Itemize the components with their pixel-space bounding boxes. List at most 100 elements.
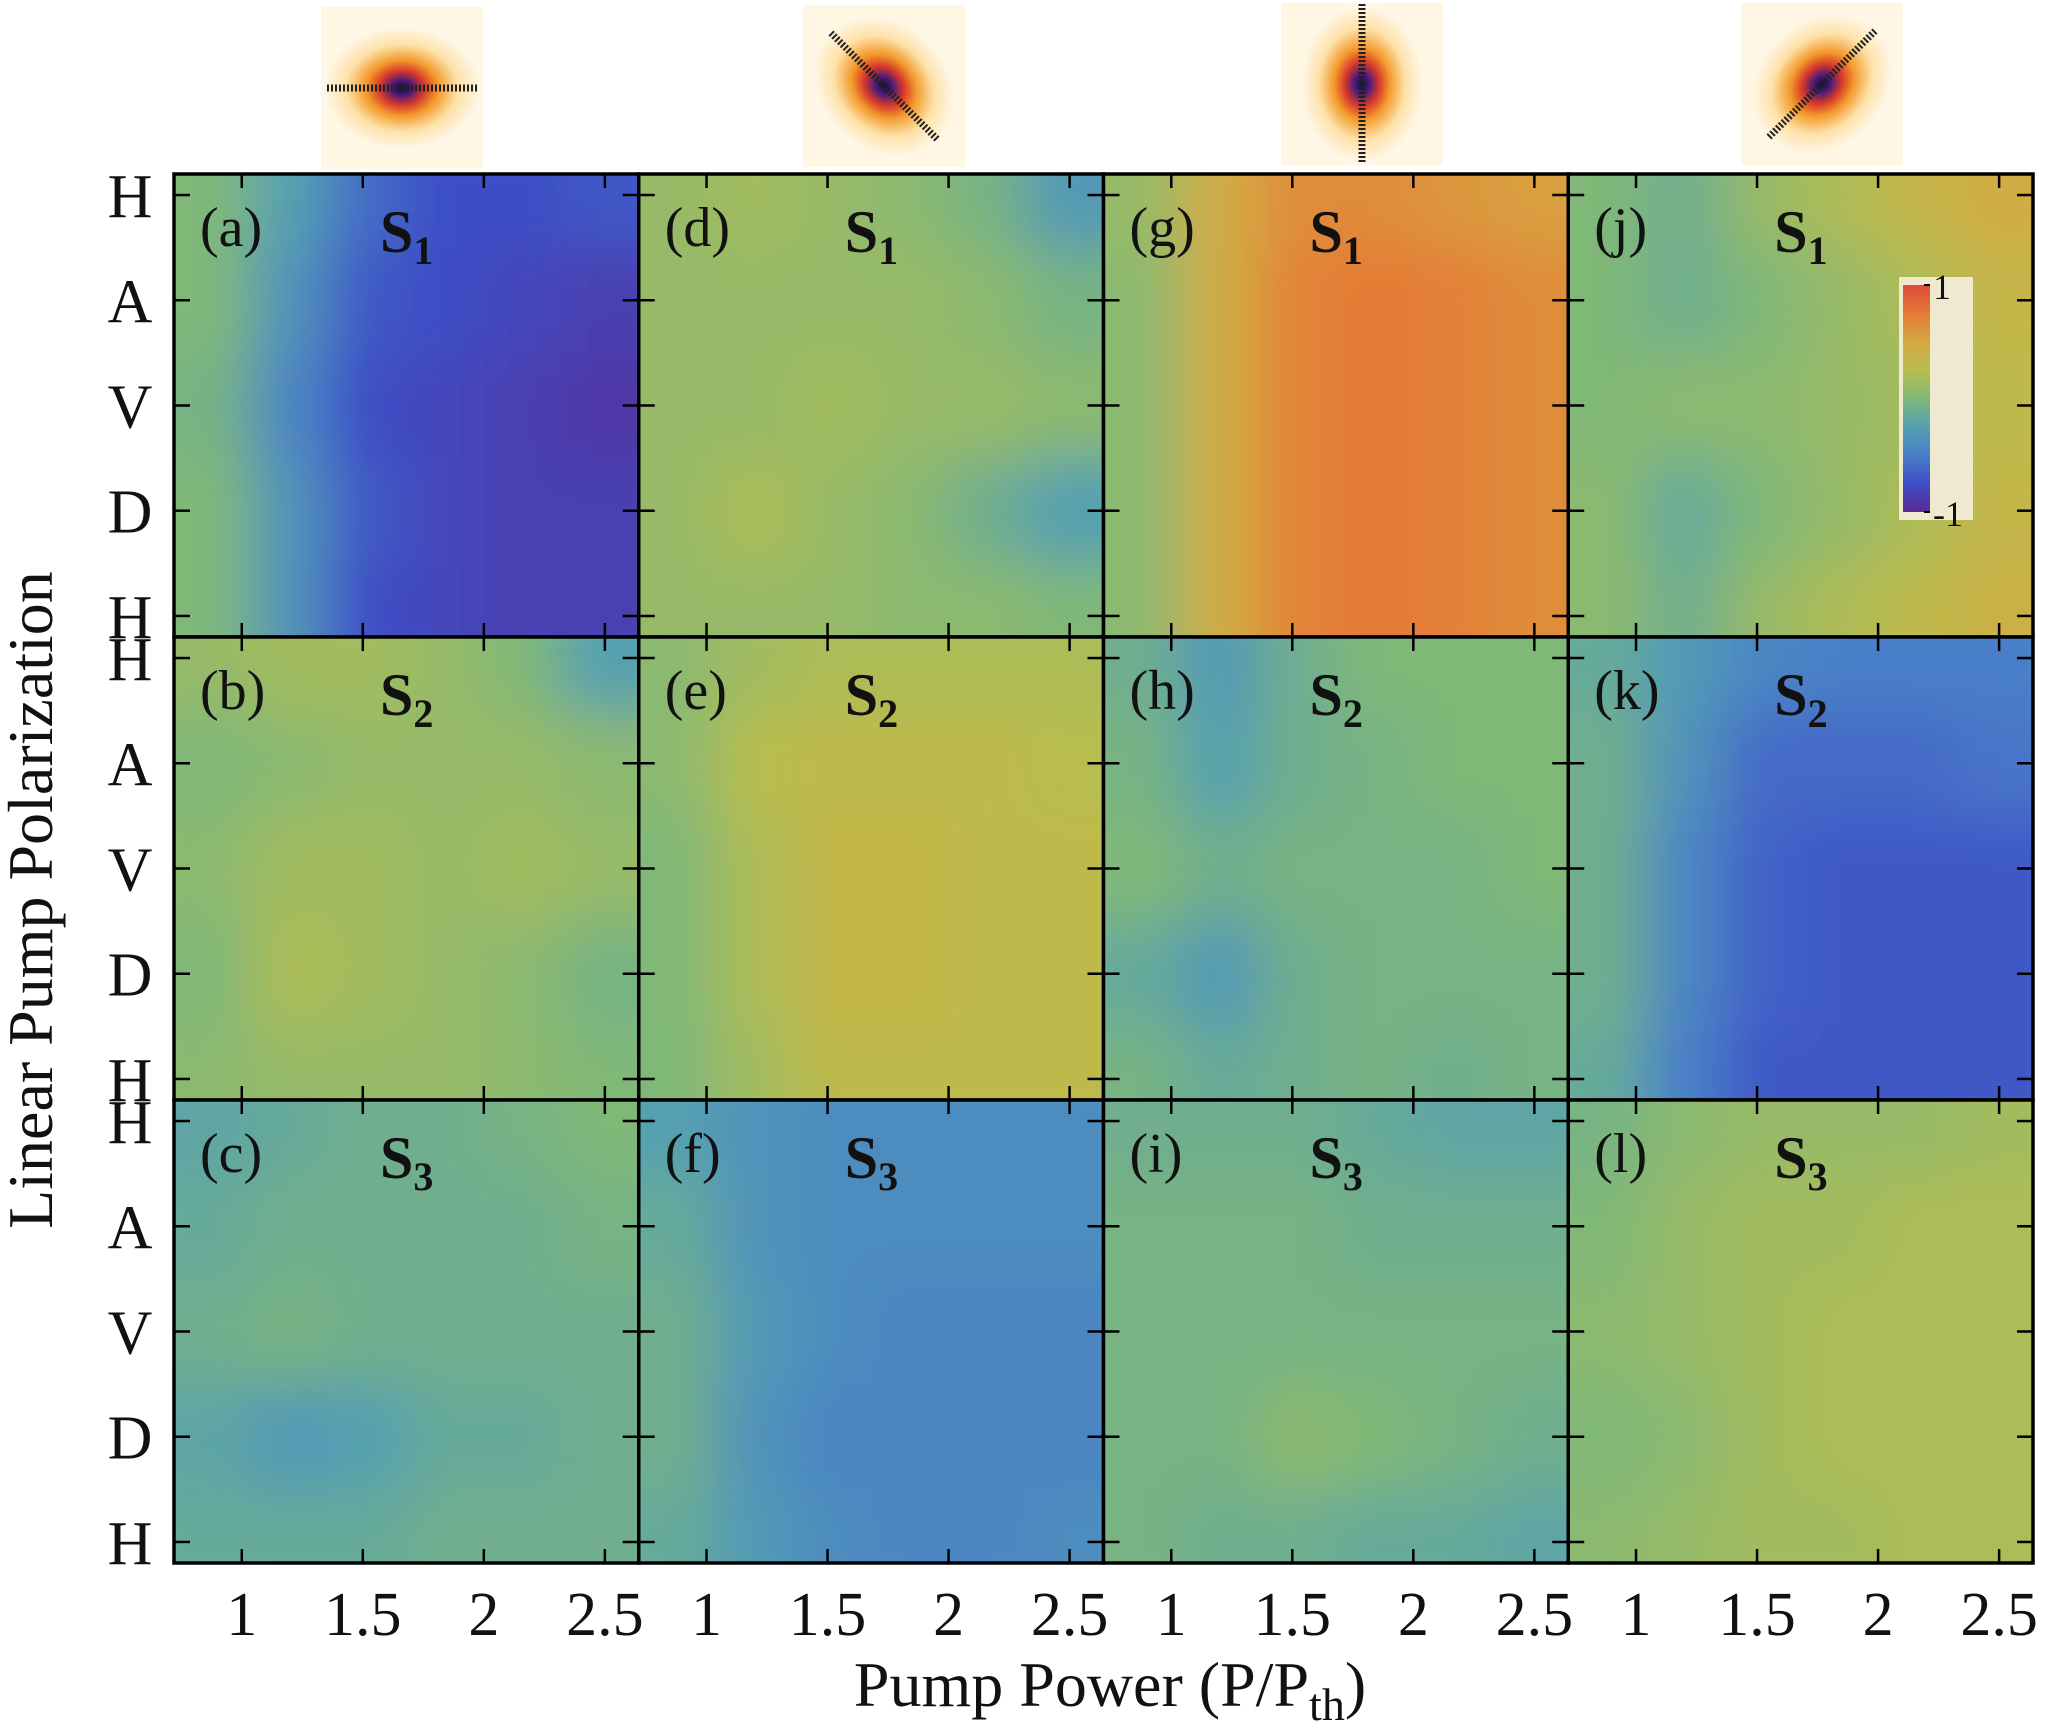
heatmap-cell [406, 352, 485, 459]
heatmap-cell [871, 1173, 950, 1280]
heatmap-cell [793, 563, 872, 637]
title-symbol: S [1774, 662, 1807, 728]
title-symbol: S [380, 1125, 413, 1191]
panel-label: (d) [665, 197, 730, 259]
heatmap-cell [793, 458, 872, 564]
heatmap-cell [948, 458, 1027, 564]
heatmap-cell [716, 1173, 795, 1280]
panel-label: (h) [1130, 660, 1195, 722]
heatmap-cell [1878, 710, 1957, 817]
panel-label: (j) [1594, 197, 1647, 259]
heatmap-panel [1103, 637, 1569, 1100]
panel-title: S3 [1310, 1125, 1363, 1199]
heatmap-cell [1335, 710, 1414, 817]
heatmap-cell [716, 1489, 795, 1563]
heatmap-cell [1955, 1100, 2033, 1175]
heatmap-cell [871, 1100, 950, 1175]
heatmap-cell [483, 352, 562, 459]
x-tick-label: 2.5 [566, 1581, 644, 1649]
heatmap-cell [1103, 174, 1182, 249]
heatmap-cell [948, 1489, 1027, 1563]
heatmap-cell [871, 352, 950, 459]
heatmap-cell [1645, 1384, 1724, 1490]
heatmap-cell [1490, 563, 1569, 637]
heatmap-cell [483, 921, 562, 1027]
heatmap-cell [1335, 1384, 1414, 1490]
heatmap-cell [793, 1026, 872, 1100]
beam-image [1281, 3, 1443, 165]
x-tick-label: 2 [1398, 1581, 1429, 1649]
heatmap-cell [1413, 921, 1492, 1027]
heatmap-cell [328, 710, 407, 817]
heatmap-cell [1258, 1489, 1337, 1563]
heatmap-cell [1878, 815, 1957, 922]
y-tick-label: D [108, 1405, 153, 1473]
panel-title: S3 [845, 1125, 898, 1199]
heatmap-cell [1026, 563, 1104, 637]
heatmap-cell [948, 1026, 1027, 1100]
x-tick-label: 2.5 [1960, 1581, 2038, 1649]
heatmap-cell [871, 247, 950, 354]
heatmap-cell [1258, 1278, 1337, 1385]
heatmap-cell [1258, 458, 1337, 564]
colorbar-tick-label: 1 [1933, 267, 1951, 307]
heatmap-cell [1413, 815, 1492, 922]
heatmap-cell [871, 174, 950, 249]
heatmap-cell [1258, 1026, 1337, 1100]
heatmap-cell [328, 352, 407, 459]
heatmap-cell [251, 1278, 330, 1385]
x-axis-label-end: ) [1345, 1649, 1366, 1720]
heatmap-cell [483, 637, 562, 712]
heatmap-cell [483, 1026, 562, 1100]
heatmap-cell [406, 1173, 485, 1280]
x-tick-label: 2 [933, 1581, 964, 1649]
heatmap-cell [251, 815, 330, 922]
heatmap-cell [716, 247, 795, 354]
heatmap-cell [1413, 458, 1492, 564]
heatmap-cell [1490, 637, 1569, 712]
heatmap-cell [1568, 637, 1647, 712]
heatmap-cell [1335, 815, 1414, 922]
heatmap-cell [1723, 710, 1802, 817]
heatmap-cell [1723, 815, 1802, 922]
heatmap-cell [1258, 247, 1337, 354]
panel-label: (k) [1594, 660, 1659, 722]
heatmap-cell [1645, 1489, 1724, 1563]
y-tick-label: H [108, 1510, 153, 1578]
heatmap-cell [638, 1026, 717, 1100]
heatmap-cell [871, 637, 950, 712]
heatmap-cell [1490, 1026, 1569, 1100]
heatmap-cell [251, 563, 330, 637]
heatmap-cell [1878, 1100, 1957, 1175]
heatmap-cell [1955, 1026, 2033, 1100]
heatmap-cell [1800, 352, 1879, 459]
beam-images [321, 3, 1903, 169]
heatmap-cell [1878, 921, 1957, 1027]
heatmap-cell [1645, 815, 1724, 922]
heatmap-cell [1878, 563, 1957, 637]
heatmap-cell [793, 1384, 872, 1490]
panel-label: (g) [1130, 197, 1195, 259]
heatmap-cell [251, 1026, 330, 1100]
heatmap-cell [406, 637, 485, 712]
heatmap-cell [1800, 247, 1879, 354]
heatmap-cell [1180, 1100, 1259, 1175]
heatmap-cell [251, 352, 330, 459]
heatmap-cell [871, 921, 950, 1027]
heatmap-cell [1258, 710, 1337, 817]
heatmap-panel [174, 1100, 639, 1563]
panel-label: (a) [200, 197, 262, 259]
x-tick-label: 2.5 [1031, 1581, 1109, 1649]
heatmap-cell [483, 1489, 562, 1563]
heatmap-cell [251, 1384, 330, 1490]
heatmap-cell [1180, 815, 1259, 922]
heatmap-cell [1568, 1100, 1647, 1175]
heatmap-cell [1800, 1026, 1879, 1100]
heatmap-cells [174, 1100, 639, 1563]
colorbar [1903, 285, 1930, 512]
heatmap-cell [638, 174, 717, 249]
heatmap-cell [1878, 174, 1957, 249]
heatmap-cell [1645, 1100, 1724, 1175]
heatmap-panel [1103, 174, 1569, 637]
